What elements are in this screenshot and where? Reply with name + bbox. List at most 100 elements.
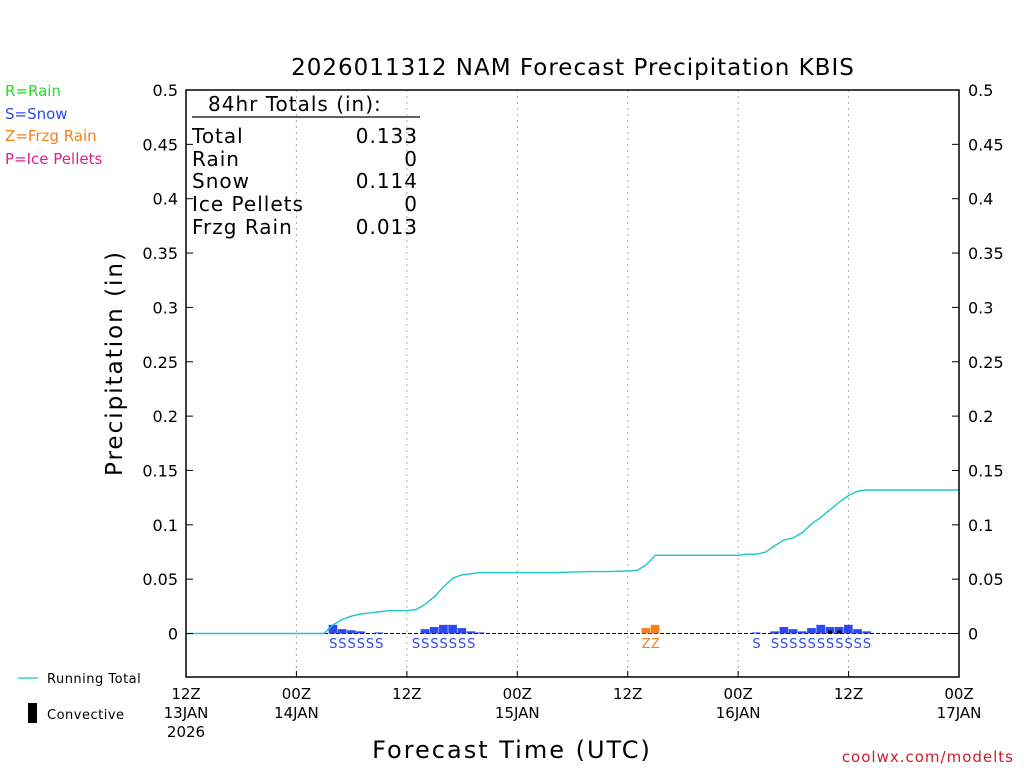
ptype-code: S: [421, 637, 429, 652]
x-tick-label: 00Z: [282, 685, 311, 703]
precip-bar: [770, 631, 780, 634]
plot-frame: [185, 89, 960, 678]
ptype-code: Z: [651, 637, 660, 652]
precip-bar: [337, 629, 347, 634]
watermark: coolwx.com/modelts: [842, 748, 1014, 766]
ptype-code: S: [430, 637, 438, 652]
precip-bar: [429, 626, 439, 634]
totals-value-frzg-rain: 0.013: [356, 215, 418, 239]
x-tick-label: 17JAN: [937, 704, 982, 722]
totals-label-frzg-rain: Frzg Rain: [192, 215, 293, 239]
ptype-code: S: [375, 637, 383, 652]
ptype-code: S: [440, 637, 448, 652]
y-tick-label-left: 0.1: [153, 516, 178, 535]
legend-rain: R=Rain: [5, 82, 61, 100]
convective-bar: [837, 630, 842, 634]
totals-label-total: Total: [191, 124, 244, 148]
precip-bar: [825, 626, 835, 634]
convective-legend-swatch: [28, 703, 37, 723]
y-axis-label: Precipitation (in): [102, 250, 128, 476]
legend-frzg-rain: Z=Frzg Rain: [5, 127, 97, 145]
y-tick-label-left: 0.45: [142, 135, 178, 154]
chart-title: 2026011312 NAM Forecast Precipitation KB…: [291, 55, 855, 81]
precip-bar: [475, 632, 485, 634]
y-tick-label-right: 0.45: [968, 135, 1004, 154]
precip-bar: [797, 631, 807, 634]
x-tick-label: 00Z: [503, 685, 532, 703]
ptype-code: S: [449, 637, 457, 652]
ptype-code: S: [329, 637, 337, 652]
ptype-code: S: [412, 637, 420, 652]
legend-snow: S=Snow: [5, 105, 68, 123]
y-tick-label-left: 0.2: [153, 407, 178, 426]
bar-layer: [328, 624, 872, 634]
ptype-code: S: [798, 637, 806, 652]
ptype-code: S: [357, 637, 365, 652]
x-tick-label: 13JAN: [164, 704, 209, 722]
precip-bar: [862, 631, 872, 634]
ptype-code: S: [835, 637, 843, 652]
ptype-code: S: [863, 637, 871, 652]
ptype-code: S: [348, 637, 356, 652]
ptype-code: S: [771, 637, 779, 652]
ptype-code: S: [752, 637, 760, 652]
y-tick-label-right: 0.2: [968, 407, 993, 426]
y-tick-label-left: 0.4: [153, 190, 178, 209]
x-tick-label: 16JAN: [716, 704, 761, 722]
y-tick-label-right: 0.5: [968, 81, 993, 100]
precip-bar: [457, 628, 467, 634]
precip-bar: [834, 626, 844, 634]
ptype-code: S: [854, 637, 862, 652]
y-tick-label-left: 0.25: [142, 353, 178, 372]
x-tick-label: 15JAN: [495, 704, 540, 722]
convective-legend-label: Convective: [47, 708, 125, 723]
running-total-layer: [186, 489, 959, 635]
convective-bar: [828, 630, 833, 634]
totals-value-total: 0.133: [356, 124, 418, 148]
precip-bar: [788, 629, 798, 634]
totals-header: 84hr Totals (in):: [208, 92, 382, 116]
y-tick-label-right: 0.1: [968, 516, 993, 535]
y-tick-label-left: 0.15: [142, 461, 178, 480]
x-tick-label: 12Z: [613, 685, 642, 703]
totals-label-ice-pellets: Ice Pellets: [192, 192, 304, 216]
ptype-code: S: [808, 637, 816, 652]
x-tick-label: 12Z: [171, 685, 200, 703]
grid-layer: [295, 90, 850, 677]
x-axis-label: Forecast Time (UTC): [372, 736, 652, 764]
precip-bar: [356, 631, 365, 634]
running-total-legend-label: Running Total: [47, 672, 141, 687]
precip-bar: [466, 631, 476, 634]
precip-bar: [347, 630, 356, 634]
ptype-code: S: [826, 637, 834, 652]
precip-bar: [779, 626, 789, 634]
legend-ice-pellets: P=Ice Pellets: [5, 150, 102, 168]
precip-bar: [650, 624, 660, 634]
y-tick-label-right: 0.3: [968, 298, 993, 317]
y-tick-label-left: 0.35: [142, 244, 178, 263]
ptype-code: S: [467, 637, 475, 652]
precip-bar: [751, 632, 761, 634]
totals-value-ice-pellets: 0: [404, 192, 418, 216]
ptype-code: S: [458, 637, 466, 652]
precip-bar: [816, 624, 826, 634]
ptype-code: S: [817, 637, 825, 652]
y-tick-label-left: 0.5: [153, 81, 178, 100]
totals-box: 84hr Totals (in): Total 0.133 Rain 0 Sno…: [191, 92, 420, 239]
ptype-code: S: [789, 637, 797, 652]
y-tick-label-right: 0.05: [968, 570, 1004, 589]
ptype-code: Z: [642, 637, 651, 652]
x-tick-label: 00Z: [944, 685, 973, 703]
y-tick-label-left: 0.3: [153, 298, 178, 317]
precip-bar: [641, 628, 651, 634]
precip-bar: [853, 629, 862, 634]
y-tick-label-right: 0.35: [968, 244, 1004, 263]
y-tick-label-right: 0.15: [968, 461, 1004, 480]
y-tick-label-left: 0.05: [142, 570, 178, 589]
totals-label-snow: Snow: [192, 169, 250, 193]
ptype-code: S: [844, 637, 852, 652]
running-total-line: [186, 489, 959, 635]
